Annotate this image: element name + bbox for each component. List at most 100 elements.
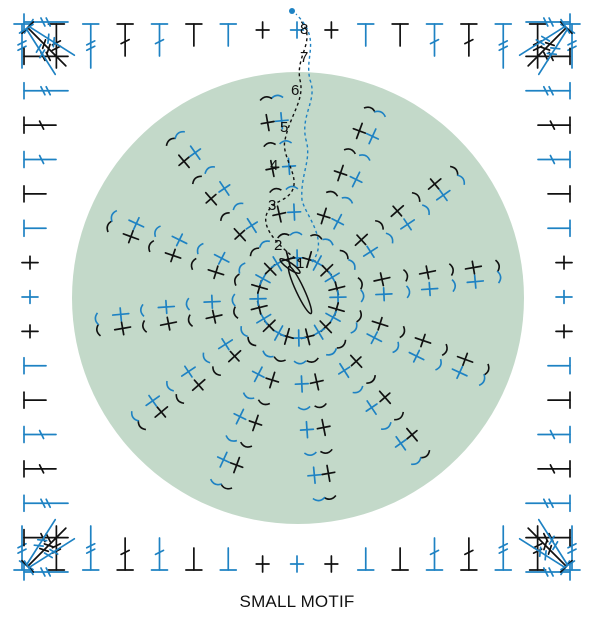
chain-arc-mark	[399, 325, 406, 339]
chain-arc-mark	[110, 209, 118, 222]
treble-crochet-mark	[567, 548, 577, 554]
chain-arc-mark	[273, 356, 286, 362]
chain-arc-mark	[265, 19, 308, 263]
chain-arc-mark	[202, 352, 211, 364]
chart-caption: SMALL MOTIF	[239, 592, 355, 611]
single-crochet-mark	[233, 412, 247, 421]
treble-crochet-mark	[18, 23, 34, 34]
chain-arc-mark	[456, 174, 466, 185]
treble-crochet-mark	[548, 567, 554, 577]
single-crochet-mark	[213, 265, 219, 280]
chain-arc-mark	[231, 293, 236, 307]
chain-arc-mark	[350, 322, 358, 334]
chain-arc-mark	[319, 448, 333, 454]
single-crochet-mark	[394, 438, 407, 448]
chain-arc-mark	[375, 219, 384, 230]
treble-crochet-mark	[47, 33, 50, 45]
single-crochet-mark	[462, 352, 469, 367]
treble-crochet-mark	[546, 52, 558, 56]
single-crochet-mark	[349, 175, 363, 184]
chain-arc-mark	[262, 350, 274, 358]
chain-arc-mark	[312, 496, 326, 502]
treble-crochet-mark	[542, 567, 549, 577]
chain-arc-mark	[289, 231, 303, 236]
single-crochet-mark	[148, 394, 158, 407]
chain-arc-mark	[233, 306, 239, 319]
single-crochet-mark	[333, 170, 348, 176]
treble-crochet-mark	[498, 40, 509, 46]
chain-arc-mark	[366, 375, 377, 384]
double-crochet-mark	[154, 549, 165, 556]
single-crochet-mark	[316, 425, 331, 430]
single-crochet-mark	[429, 178, 440, 190]
treble-crochet-mark	[542, 51, 549, 62]
treble-crochet-mark	[40, 567, 46, 577]
single-crochet-mark	[370, 331, 379, 345]
single-crochet-mark	[272, 329, 286, 337]
treble-crochet-mark	[25, 27, 57, 76]
treble-crochet-mark	[23, 560, 34, 576]
chain-arc-mark	[209, 478, 222, 486]
treble-crochet-mark	[544, 549, 547, 561]
treble-crochet-mark	[548, 85, 554, 96]
single-crochet-mark	[281, 165, 297, 168]
chain-arc-mark	[325, 190, 339, 197]
single-crochet-mark	[379, 272, 385, 287]
single-crochet-mark	[119, 307, 123, 322]
treble-crochet-mark	[85, 45, 96, 52]
treble-crochet-mark	[532, 542, 543, 549]
treble-crochet-mark	[17, 40, 27, 46]
stitch-marks	[13, 8, 581, 581]
treble-crochet-mark	[548, 17, 554, 27]
chain-arc-mark	[174, 130, 185, 140]
chain-arc-mark	[496, 270, 502, 284]
treble-crochet-mark	[40, 85, 46, 96]
treble-crochet-mark	[542, 17, 549, 27]
treble-crochet-mark	[537, 27, 569, 76]
chain-arc-mark	[339, 249, 349, 260]
double-crochet-mark	[38, 120, 45, 130]
chain-arc-mark	[277, 233, 290, 239]
chain-arc-mark	[322, 238, 334, 246]
magic-ring-mark	[287, 265, 313, 315]
treble-crochet-mark	[544, 41, 556, 47]
treble-crochet-mark	[26, 26, 67, 67]
chain-arc-mark	[441, 343, 448, 357]
treble-crochet-mark	[45, 498, 52, 509]
single-crochet-mark	[178, 156, 190, 167]
single-crochet-mark	[382, 286, 386, 302]
single-crochet-mark	[331, 217, 345, 226]
treble-crochet-mark	[85, 542, 96, 549]
single-crochet-mark	[471, 260, 476, 275]
single-crochet-mark	[281, 256, 296, 262]
chain-arc-mark	[380, 421, 392, 430]
treble-crochet-mark	[45, 567, 52, 577]
single-crochet-mark	[365, 132, 380, 140]
chain-arc-mark	[257, 399, 271, 406]
chain-arc-mark	[196, 242, 204, 255]
double-crochet-mark	[120, 549, 130, 556]
chain-arc-mark	[247, 336, 257, 347]
treble-crochet-mark	[527, 26, 568, 67]
chain-arc-mark	[187, 314, 194, 327]
single-crochet-mark	[216, 456, 231, 464]
treble-crochet-mark	[548, 498, 554, 509]
chain-arc-mark	[166, 380, 175, 392]
chain-arc-mark	[341, 196, 354, 204]
treble-crochet-mark	[27, 537, 76, 569]
chain-arc-mark	[358, 154, 371, 161]
single-crochet-mark	[259, 272, 267, 286]
treble-crochet-mark	[552, 540, 559, 551]
motif-circle	[72, 72, 524, 524]
single-crochet-mark	[175, 233, 184, 247]
chain-arc-mark	[405, 285, 411, 299]
treble-crochet-mark	[549, 47, 561, 50]
treble-crochet-mark	[46, 43, 51, 54]
chain-arc-mark	[130, 411, 140, 422]
treble-crochet-mark	[45, 51, 52, 62]
single-crochet-mark	[366, 245, 375, 259]
treble-crochet-mark	[532, 45, 543, 52]
double-crochet-mark	[549, 154, 556, 165]
single-crochet-mark	[294, 382, 310, 386]
double-crochet-mark	[429, 549, 440, 556]
